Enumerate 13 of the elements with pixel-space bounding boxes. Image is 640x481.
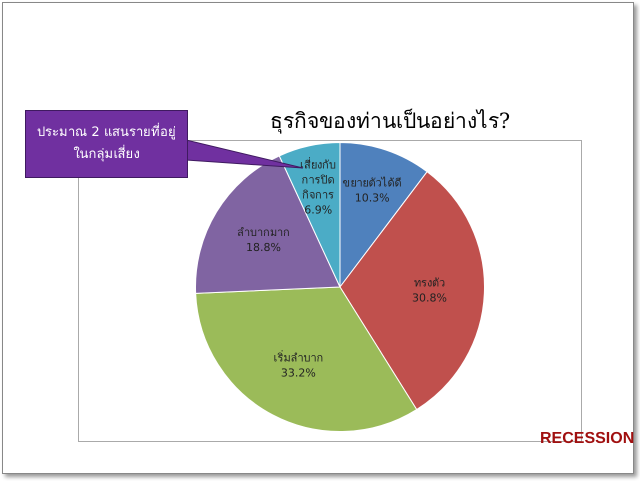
data-label: 10.3% xyxy=(354,191,390,204)
data-label: 6.9% xyxy=(304,204,332,217)
slice-label: ลำบากมาก xyxy=(236,226,290,239)
chart-title: ธุรกิจของท่านเป็นอย่างไร? xyxy=(268,108,512,136)
text: RECESSION xyxy=(540,430,634,448)
data-label: 33.2% xyxy=(280,366,316,380)
data-label: 30.8% xyxy=(412,291,447,304)
slice-label: ขยายตัวได้ดี xyxy=(342,176,402,190)
slice-label: ทรงตัว xyxy=(414,276,446,290)
slice-label: เสี่ยงกับการปิดกิจการ xyxy=(300,156,336,202)
text: ประมาณ 2 แสนรายที่อยู่ในกลุ่มเสี่ยง xyxy=(25,110,188,178)
slice-label: เริ่มลำบาก xyxy=(273,350,324,365)
data-label: 18.8% xyxy=(246,240,281,254)
